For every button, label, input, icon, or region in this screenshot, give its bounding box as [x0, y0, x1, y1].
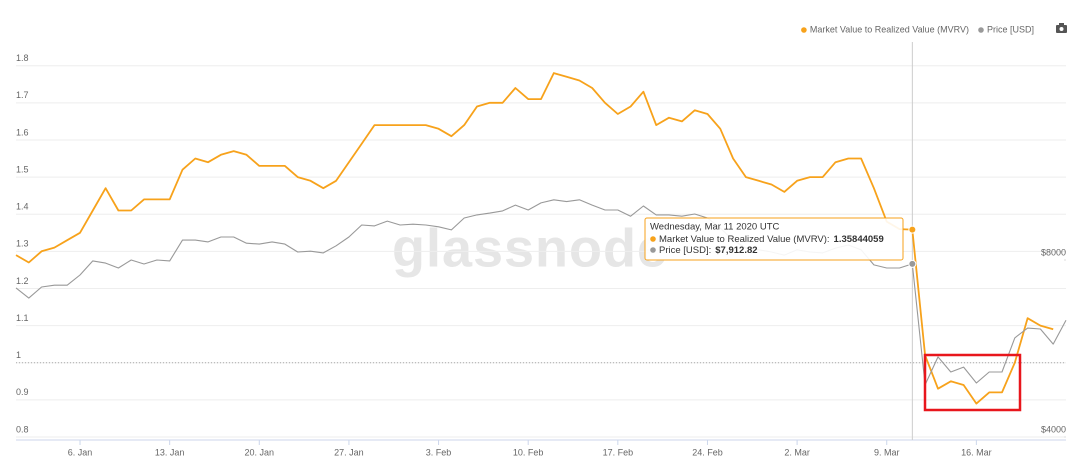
y2-tick-label: $4000 — [1041, 424, 1066, 434]
x-tick-label: 9. Mar — [874, 447, 900, 457]
separator: : — [827, 234, 830, 245]
highlight-box — [923, 353, 1022, 412]
camera-icon[interactable] — [1056, 23, 1067, 33]
tooltip-row: Price [USD]:$7,912.82 — [659, 245, 758, 256]
tooltip-marker — [650, 236, 656, 242]
grid: 0.8 0.9 1 1.1 1.2 1.3 1.4 1.5 1.6 1.7 1.8 $4000 $800… — [16, 42, 1066, 457]
x-tick-label: 27. Jan — [334, 447, 364, 457]
y-tick-label: 1.5 — [16, 164, 29, 174]
x-tick-label: 6. Jan — [68, 447, 93, 457]
y-tick-label: 1.2 — [16, 276, 29, 286]
x-tick-label: 2. Mar — [784, 447, 810, 457]
tooltip-series-name: Market Value to Realized Value (MVRV) — [659, 234, 827, 245]
legend-label: Price [USD] — [987, 24, 1034, 34]
x-tick-label: 16. Mar — [961, 447, 992, 457]
y-tick-label: 1.8 — [16, 53, 29, 63]
legend: Price [USD] Market Value to Realized Valu… — [801, 24, 1034, 34]
series-line — [15, 72, 1054, 405]
separator: : — [709, 245, 712, 256]
tooltip-value: 1.35844059 — [834, 234, 884, 245]
y-tick-label: 0.9 — [16, 387, 29, 397]
x-tick-label: 20. Jan — [245, 447, 275, 457]
y-tick-label: 1.1 — [16, 313, 29, 323]
y-tick-label: 1.4 — [16, 202, 29, 212]
y-tick-label: 1.3 — [16, 239, 29, 249]
hover-marker — [908, 225, 917, 234]
x-tick-label: 17. Feb — [603, 447, 634, 457]
tooltip-marker — [650, 247, 656, 253]
y-tick-label: 1.6 — [16, 127, 29, 137]
y2-tick-label: $8000 — [1041, 247, 1066, 257]
tooltip-series-name: Price [USD] — [659, 245, 709, 256]
lines — [15, 72, 1067, 405]
x-tick-label: 24. Feb — [692, 447, 723, 457]
series-line — [15, 199, 1067, 386]
tooltip-box — [644, 217, 904, 261]
legend-marker — [801, 27, 807, 33]
x-tick-label: 3. Feb — [426, 447, 452, 457]
y-tick-label: 1.7 — [16, 90, 29, 100]
tooltip-title: Wednesday, Mar 11 2020 UTC — [650, 222, 780, 233]
legend-marker — [978, 27, 984, 33]
tooltip-value: $7,912.82 — [715, 245, 757, 256]
hover-marker — [908, 259, 917, 268]
legend-label: Market Value to Realized Value (MVRV) — [810, 24, 969, 34]
y-tick-label: 0.8 — [16, 424, 29, 434]
x-tick-label: 10. Feb — [513, 447, 544, 457]
x-tick-label: 13. Jan — [155, 447, 185, 457]
tooltip-row: Market Value to Realized Value (MVRV):1.… — [659, 234, 884, 245]
y-tick-label: 1 — [16, 350, 21, 360]
watermark: glassnode — [392, 218, 668, 278]
